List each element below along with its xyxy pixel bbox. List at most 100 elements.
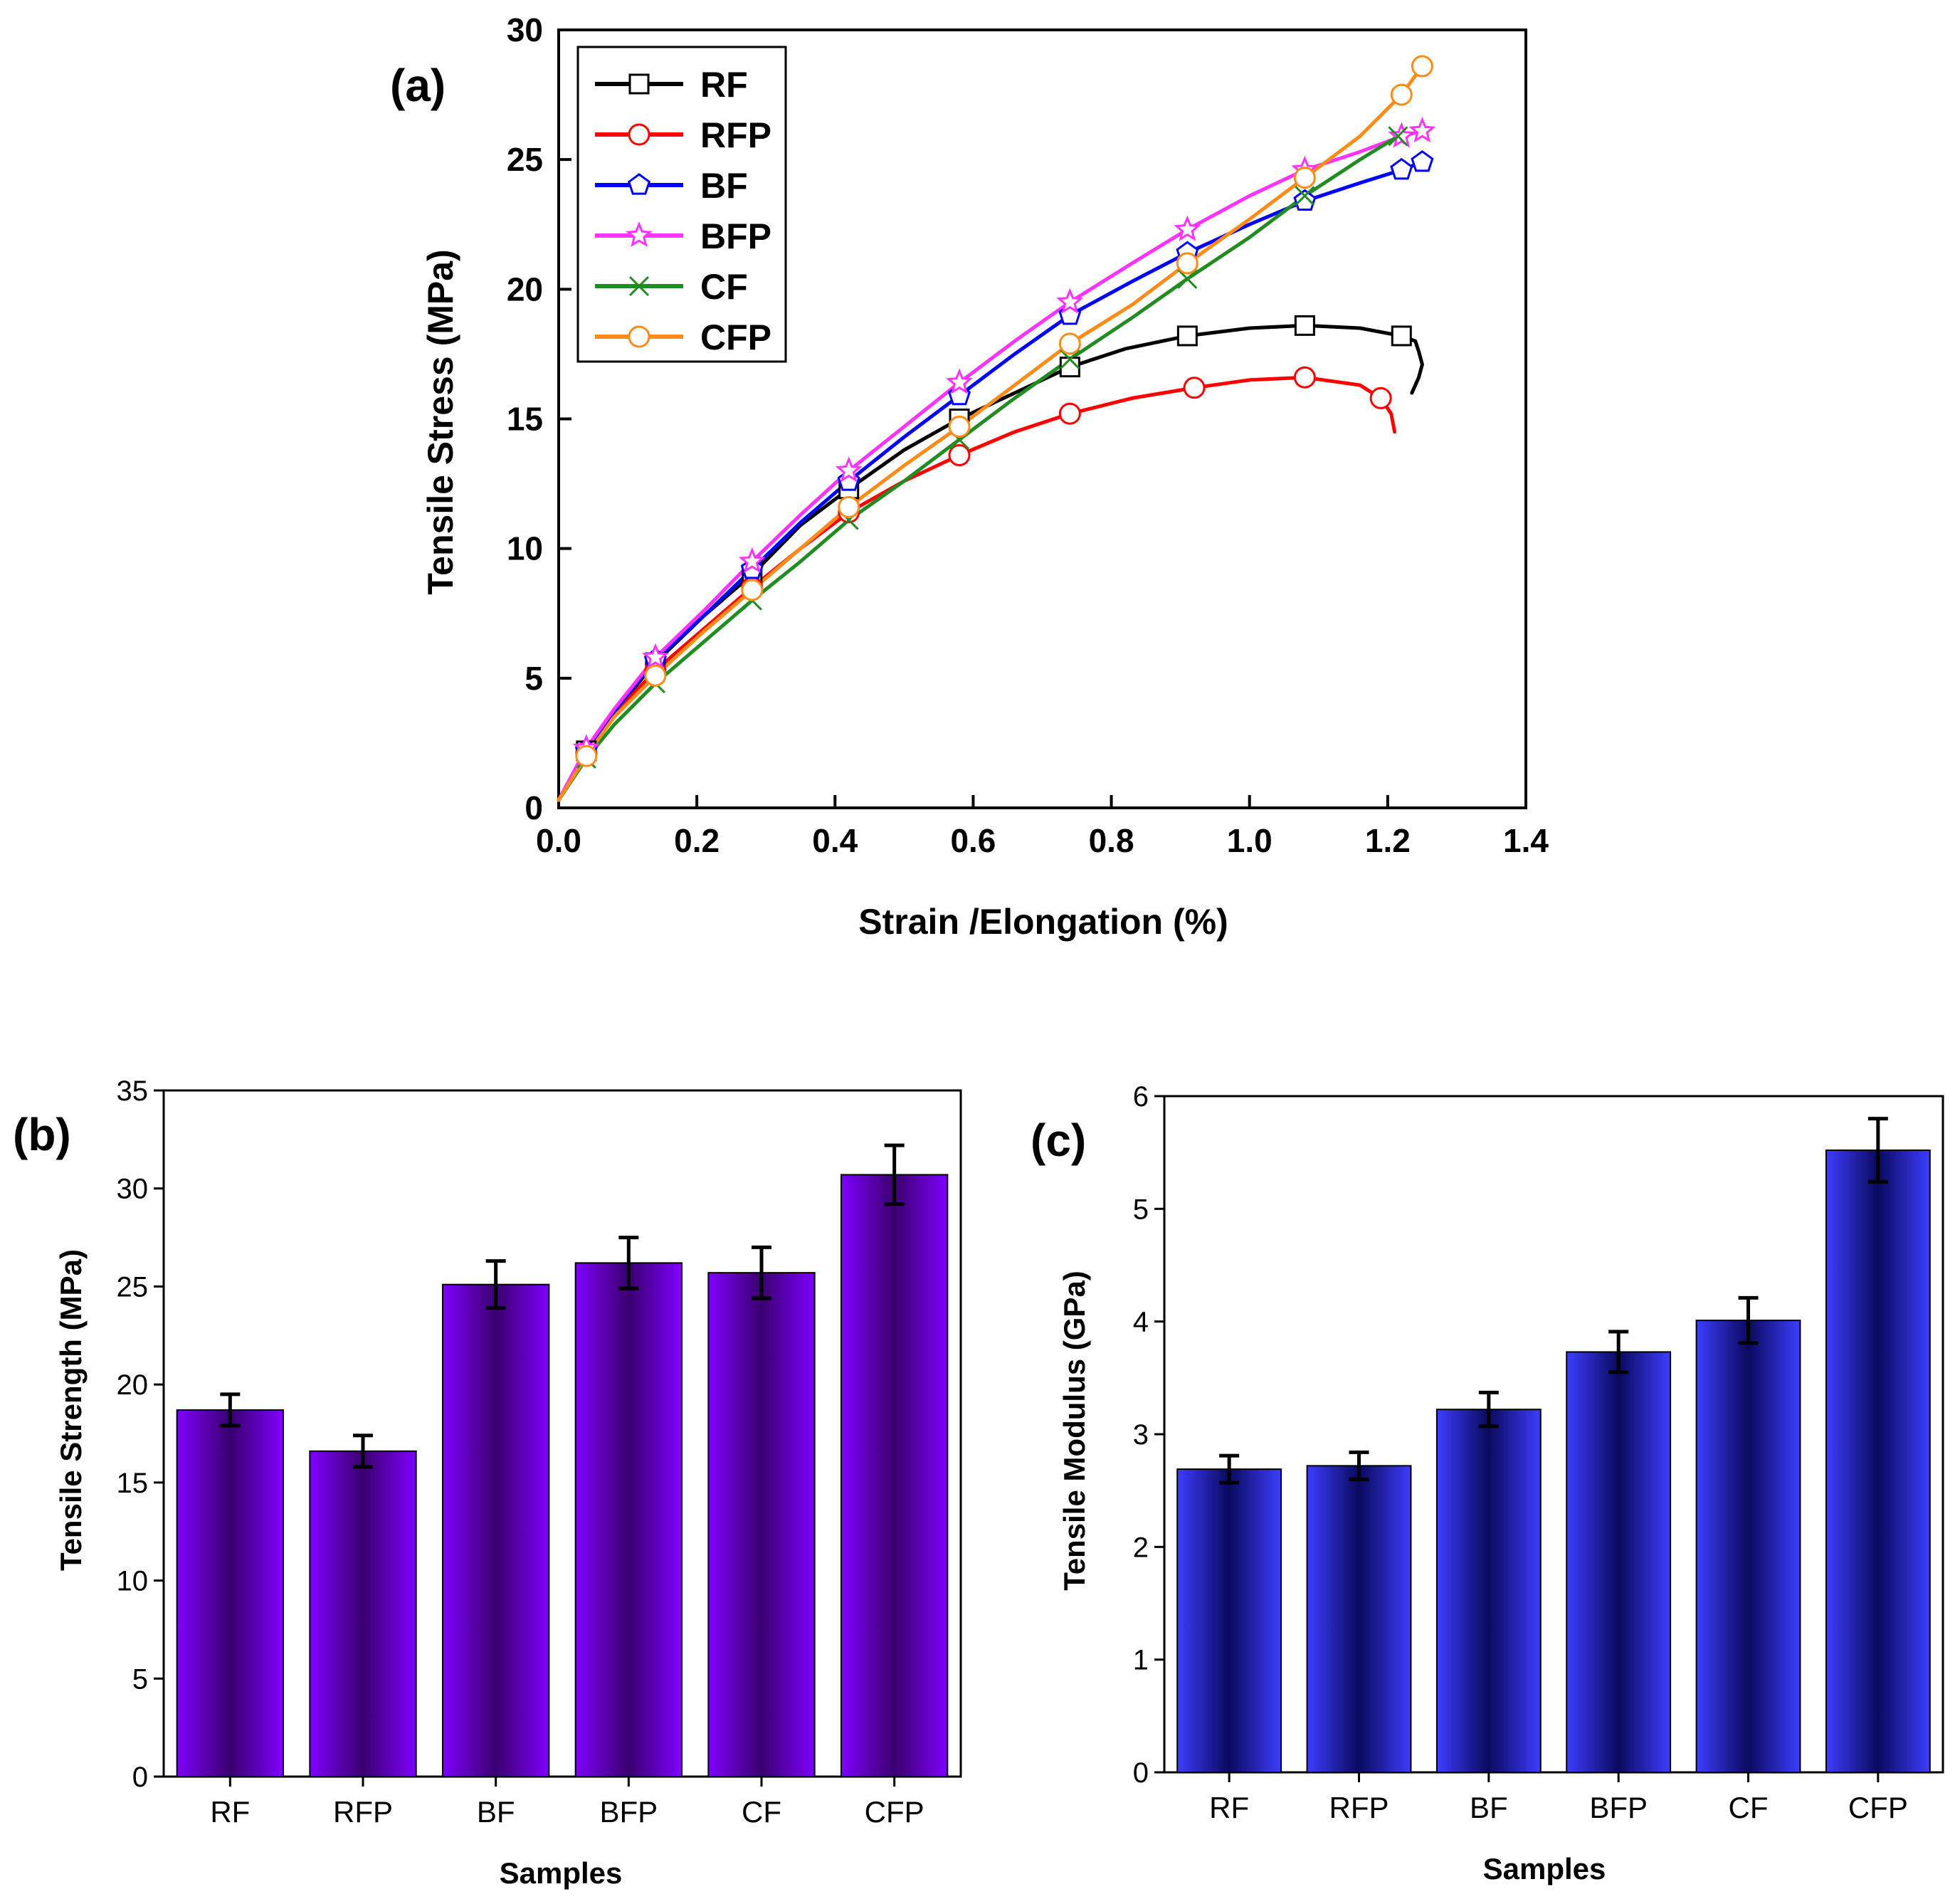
series-marker-cf — [1177, 268, 1198, 289]
panel-b-category-label-bf: BF — [477, 1795, 515, 1829]
panel-b-label: (b) — [13, 1109, 71, 1160]
panel-b-bar-chart: 0 5 10 15 20 25 30 35 RF RFP BF BFP CF CFP — [117, 1075, 962, 1829]
panel-b-category-label-rf: RF — [210, 1795, 250, 1829]
panel-c-category-label-cfp: CFP — [1848, 1791, 1908, 1824]
panel-b-bar-rf — [176, 1409, 284, 1778]
panel-c-y-tick-label: 5 — [1133, 1194, 1149, 1225]
panel-b-bar-rfp — [309, 1450, 417, 1777]
panel-c-bar-cf — [1695, 1320, 1801, 1774]
panel-b-y-tick-label: 25 — [117, 1271, 149, 1303]
panel-b-category-label-rfp: RFP — [333, 1795, 393, 1829]
panel-c-bar-bf — [1435, 1409, 1542, 1773]
panel-c-x-axis-label: Samples — [1483, 1852, 1606, 1885]
panel-a-y-tick-label: 5 — [525, 660, 543, 697]
legend-label-cfp: CFP — [700, 317, 771, 357]
series-marker-cfp — [948, 415, 971, 438]
series-marker-cf — [1388, 126, 1408, 147]
panel-b-y-tick-label: 0 — [132, 1762, 148, 1793]
panel-c-y-tick-label: 4 — [1133, 1307, 1149, 1338]
series-marker-cfp — [1176, 252, 1198, 275]
panel-a-x-tick-label: 0.2 — [674, 822, 720, 859]
panel-c-category-label-rfp: RFP — [1329, 1791, 1389, 1824]
panel-a-marker-stroke — [628, 275, 650, 297]
series-marker-rfp — [1293, 366, 1316, 389]
legend-label-bfp: BFP — [700, 216, 771, 256]
series-marker-cf — [1295, 186, 1315, 206]
series-marker-cfp — [575, 745, 598, 767]
series-line-rf — [557, 323, 1424, 802]
series-marker-cfp — [644, 664, 667, 687]
series-marker-rf — [1176, 325, 1198, 347]
series-marker-bf — [1390, 157, 1413, 180]
series-marker-bfp — [1056, 288, 1084, 314]
panel-b-y-tick-label: 10 — [117, 1566, 149, 1597]
series-marker-rfp — [1369, 386, 1392, 409]
panel-c-y-tick-label: 3 — [1133, 1419, 1149, 1451]
panel-b-y-axis-label: Tensile Strength (MPa) — [54, 1249, 88, 1571]
legend-marker-bfp — [626, 221, 653, 248]
panel-c-y-tick-label: 0 — [1133, 1757, 1149, 1789]
panel-a-marker-stroke — [1295, 186, 1315, 206]
panel-c-bar-cfp — [1825, 1150, 1931, 1773]
panel-b-y-tick-label: 30 — [117, 1174, 149, 1205]
panel-c-category-label-rf: RF — [1209, 1791, 1249, 1824]
series-marker-cfp — [838, 495, 860, 518]
panel-c-y-tick-label: 1 — [1133, 1645, 1149, 1676]
panel-b-category-label-cf: CF — [742, 1795, 781, 1829]
legend-marker-bf — [627, 173, 651, 195]
panel-c-y-axis-label: Tensile Modulus (GPa) — [1058, 1271, 1091, 1591]
panel-a-label: (a) — [390, 60, 446, 111]
legend-marker-cfp — [628, 325, 650, 348]
panel-c-label: (c) — [1031, 1115, 1086, 1166]
panel-b-bar-bf — [442, 1283, 550, 1778]
series-marker-cfp — [1058, 332, 1081, 355]
series-marker-cfp — [1390, 83, 1413, 106]
panel-a-y-tick-label: 25 — [507, 141, 543, 178]
series-marker-cfp — [1293, 167, 1316, 189]
panel-a-x-tick-label: 1.2 — [1365, 822, 1411, 859]
legend-marker-rf — [628, 73, 650, 95]
panel-c-y-tick-label: 6 — [1133, 1081, 1149, 1113]
panel-c-bar-rfp — [1306, 1465, 1412, 1773]
series-marker-rf — [1294, 315, 1315, 336]
panel-b-bar-cfp — [841, 1174, 949, 1778]
series-marker-bfp — [835, 456, 863, 483]
panel-b-y-tick-label: 35 — [117, 1075, 149, 1107]
panel-a-y-tick-label: 15 — [507, 401, 543, 438]
panel-a-x-tick-label: 0.4 — [812, 822, 858, 859]
series-marker-rfp — [1183, 377, 1206, 399]
legend-label-cf: CF — [700, 267, 748, 307]
panel-a-x-tick-label: 1.4 — [1503, 822, 1549, 859]
panel-a-x-tick-label: 1.0 — [1227, 822, 1273, 859]
series-line-rfp — [557, 375, 1397, 802]
panel-a-marker-stroke — [1388, 126, 1408, 147]
legend-label-rfp: RFP — [700, 115, 771, 155]
series-marker-bfp — [1174, 215, 1201, 241]
series-marker-bf — [1411, 149, 1434, 172]
panel-a-y-axis-label: Tensile Stress (MPa) — [421, 249, 460, 594]
series-marker-cfp — [1411, 55, 1433, 78]
panel-a-y-tick-label: 0 — [525, 789, 543, 826]
panel-a-marker-stroke — [1177, 268, 1198, 289]
legend-marker-rfp — [628, 123, 650, 146]
series-marker-bfp — [946, 368, 973, 394]
panel-c-bar-chart: 0 1 2 3 4 5 6 RF RFP BF BFP CF CFP — [1133, 1081, 1944, 1824]
legend-box — [576, 46, 787, 363]
panel-a-x-tick-label: 0.8 — [1089, 822, 1134, 859]
panel-b-plot-frame — [162, 1089, 962, 1778]
panel-b-bar-cf — [707, 1272, 816, 1777]
panel-a-x-tick-label: 0.0 — [536, 822, 581, 859]
panel-a-marker-stroke — [1060, 349, 1080, 369]
series-marker-cfp — [741, 579, 764, 601]
series-marker-rfp — [1058, 402, 1081, 425]
panel-b-y-tick-label: 20 — [117, 1369, 149, 1401]
series-marker-bfp — [1388, 122, 1416, 148]
series-marker-rf — [1391, 325, 1412, 347]
panel-c-category-label-cf: CF — [1729, 1791, 1769, 1824]
series-marker-bfp — [641, 643, 669, 669]
legend-marker-cf — [628, 275, 650, 297]
panel-c-category-label-bfp: BFP — [1589, 1791, 1648, 1824]
panel-b-y-tick-label: 5 — [132, 1663, 148, 1695]
panel-b-bar-bfp — [574, 1262, 683, 1778]
